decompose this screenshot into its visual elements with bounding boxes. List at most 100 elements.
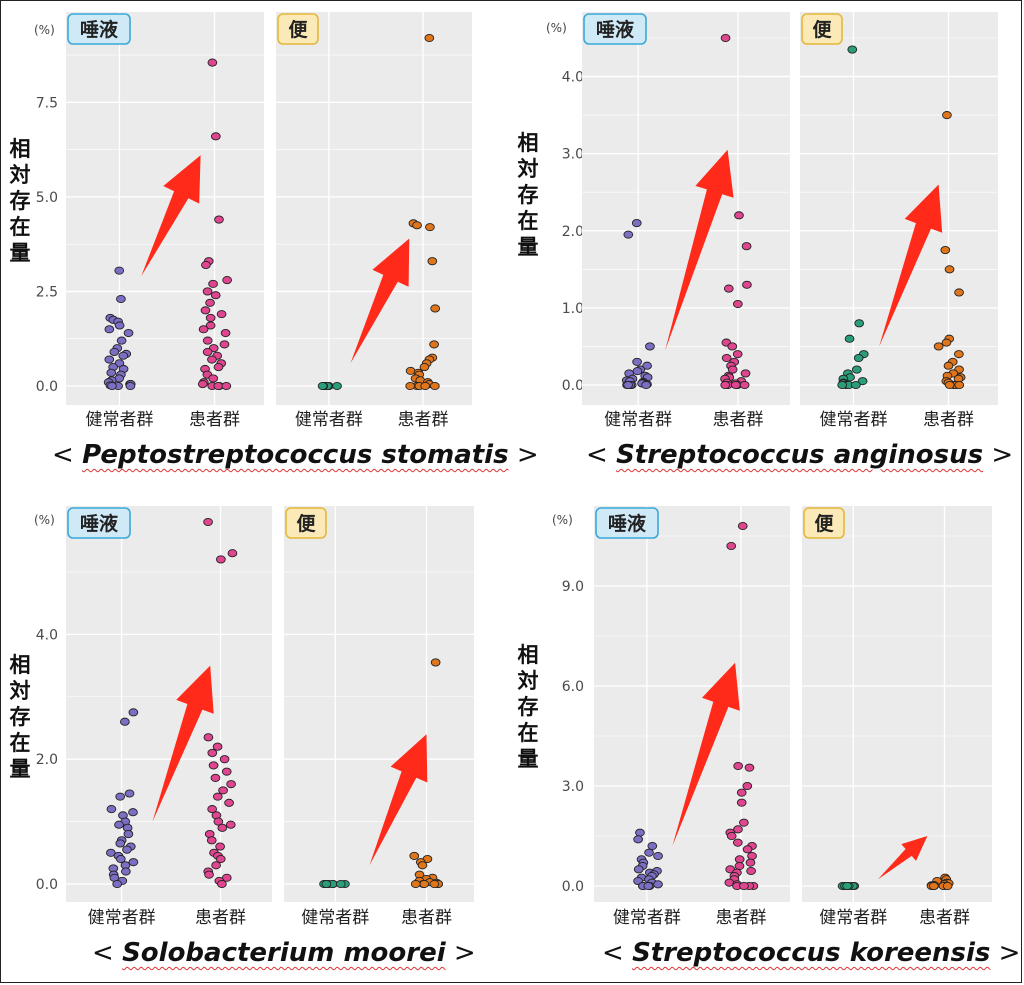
patient-point bbox=[734, 861, 745, 871]
patient-point bbox=[954, 350, 964, 359]
patient-point bbox=[202, 287, 213, 296]
healthy-point bbox=[122, 845, 132, 854]
patient-point bbox=[737, 521, 748, 531]
increase-arrow bbox=[369, 734, 428, 866]
x-tick-label-patient: 患者群 bbox=[189, 410, 240, 430]
increase-arrow bbox=[141, 155, 201, 277]
patient-point bbox=[732, 299, 743, 309]
patient-point bbox=[409, 851, 420, 860]
healthy-point bbox=[123, 830, 134, 839]
patient-point bbox=[197, 380, 208, 389]
y-tick-label: 0.0 bbox=[562, 378, 584, 394]
species-name-4: Streptococcus koreensis bbox=[632, 938, 991, 968]
patient-point bbox=[211, 861, 221, 870]
patient-point bbox=[746, 866, 756, 876]
saliva-badge-label: 唾液 bbox=[596, 18, 635, 41]
patient-point bbox=[430, 304, 441, 313]
stool-badge bbox=[801, 13, 843, 45]
increase-arrow bbox=[350, 238, 410, 364]
patient-point bbox=[226, 780, 236, 789]
patient-point bbox=[210, 132, 221, 141]
patient-point bbox=[727, 365, 738, 374]
healthy-point bbox=[104, 325, 115, 334]
patient-point bbox=[210, 291, 221, 300]
patient-point bbox=[425, 223, 435, 232]
panel-background bbox=[582, 12, 790, 405]
patient-point bbox=[212, 742, 223, 751]
patient-point bbox=[204, 870, 214, 879]
patient-point bbox=[745, 858, 756, 867]
patient-point bbox=[216, 555, 226, 564]
x-tick-label-patient: 患者群 bbox=[919, 908, 970, 928]
healthy-point bbox=[633, 835, 643, 844]
patient-point bbox=[219, 340, 230, 349]
patient-point bbox=[221, 767, 232, 776]
unit-label: (%) bbox=[34, 513, 55, 527]
patient-point bbox=[217, 879, 227, 889]
patient-point bbox=[721, 353, 732, 363]
patient-point bbox=[732, 838, 743, 847]
healthy-point bbox=[123, 328, 134, 338]
y-axis-title-1: 相対存在量 bbox=[9, 137, 31, 265]
patient-point bbox=[744, 763, 755, 772]
healthy-point bbox=[837, 380, 848, 390]
patient-point bbox=[740, 369, 751, 378]
stool-badge bbox=[285, 507, 327, 539]
healthy-point bbox=[847, 45, 858, 54]
patient-point bbox=[419, 363, 430, 372]
unit-label: (%) bbox=[552, 513, 573, 527]
healthy-point bbox=[106, 805, 117, 814]
healthy-point bbox=[633, 865, 644, 874]
y-tick-label: 3.0 bbox=[562, 779, 584, 795]
x-tick-label-healthy: 健常者群 bbox=[604, 410, 672, 430]
healthy-point bbox=[623, 230, 634, 239]
healthy-point bbox=[854, 319, 865, 328]
healthy-point bbox=[128, 858, 139, 867]
healthy-point bbox=[121, 867, 131, 876]
patient-point bbox=[225, 820, 236, 829]
healthy-point bbox=[114, 266, 125, 275]
panel-background bbox=[800, 12, 998, 405]
patient-point bbox=[741, 242, 752, 251]
stool-badge bbox=[277, 13, 319, 45]
patient-point bbox=[405, 381, 416, 391]
species-caption-1: < Peptostreptococcus stomatis > bbox=[52, 440, 539, 470]
stool-badge bbox=[803, 507, 845, 539]
healthy-point bbox=[106, 848, 116, 857]
patient-point bbox=[205, 298, 215, 307]
patient-point bbox=[424, 33, 435, 43]
x-tick-label-healthy: 健常者群 bbox=[88, 908, 156, 928]
patient-point bbox=[739, 818, 749, 827]
x-tick-label-healthy: 健常者群 bbox=[85, 410, 153, 430]
patient-point bbox=[430, 658, 441, 667]
healthy-point bbox=[653, 880, 663, 889]
saliva-badge bbox=[583, 13, 647, 45]
patient-point bbox=[198, 325, 209, 334]
healthy-point bbox=[631, 219, 642, 228]
x-tick-label-patient: 患者群 bbox=[401, 908, 452, 928]
patient-point bbox=[201, 260, 211, 270]
healthy-point bbox=[125, 381, 136, 391]
healthy-point bbox=[647, 841, 658, 851]
healthy-point bbox=[115, 792, 126, 801]
unit-label: (%) bbox=[546, 21, 567, 35]
patient-point bbox=[220, 328, 231, 338]
panel-background bbox=[66, 506, 272, 902]
patient-point bbox=[205, 321, 216, 330]
patient-point bbox=[206, 836, 217, 845]
patient-point bbox=[739, 881, 749, 891]
species-name-3: Solobacterium moorei bbox=[122, 938, 446, 968]
patient-point bbox=[216, 310, 227, 319]
healthy-point bbox=[115, 839, 126, 848]
patient-point bbox=[726, 831, 737, 841]
patient-point bbox=[208, 761, 219, 770]
patient-point bbox=[723, 284, 734, 293]
x-tick-label-healthy: 健常者群 bbox=[819, 410, 887, 430]
patient-point bbox=[742, 781, 753, 791]
increase-arrow bbox=[152, 665, 214, 822]
healthy-point bbox=[128, 808, 138, 817]
patient-point bbox=[419, 879, 430, 889]
healthy-point bbox=[120, 717, 130, 726]
